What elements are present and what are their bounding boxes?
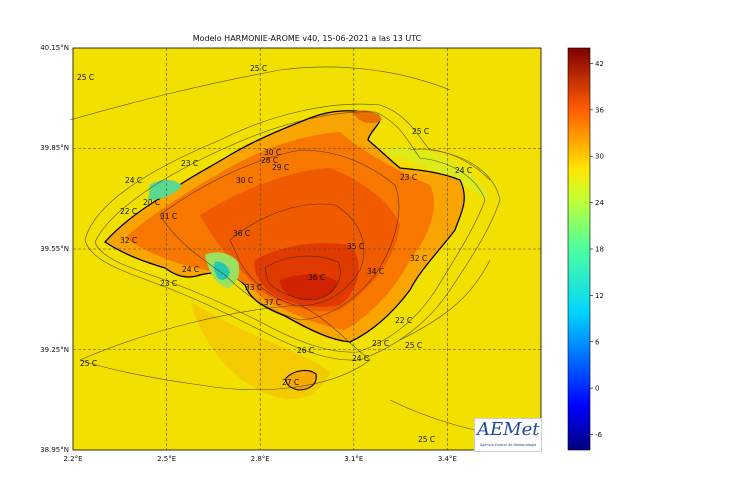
contour-label: 36 C	[233, 229, 250, 238]
colorbar-gradient	[567, 47, 591, 451]
colorbar-tick-label: 42	[595, 60, 604, 68]
lon-tick-label: 2.5°E	[157, 455, 176, 463]
contour-label: 25 C	[77, 73, 94, 82]
logo-subtitle: Agencia Estatal de Meteorología	[479, 443, 537, 447]
lat-tick-label: 39.85°N	[40, 144, 69, 152]
contour-label: 22 C	[395, 316, 412, 325]
contour-label: 36 C	[308, 273, 325, 282]
contour-label: 34 C	[367, 267, 384, 276]
lon-tick-label: 3.4°E	[438, 455, 457, 463]
contour-label: 30 C	[264, 148, 281, 157]
colorbar-tick-label: -6	[595, 431, 603, 439]
mallorca-island	[104, 110, 465, 343]
graticule	[73, 48, 541, 450]
contour-label: 27 C	[282, 378, 299, 387]
colorbar-tick-label: 24	[595, 199, 604, 207]
contour-label: 37 C	[264, 298, 281, 307]
contour-label: 23 C	[181, 159, 198, 168]
lat-tick-label: 40.15°N	[40, 44, 69, 52]
map-title: Modelo HARMONIE-AROME v40, 15-06-2021 a …	[192, 34, 422, 43]
contour-label: 26 C	[297, 346, 314, 355]
longitude-ticks: 2.2°E 2.5°E 2.8°E 3.1°E 3.4°E	[63, 455, 456, 463]
contour-label: 32 C	[120, 236, 137, 245]
colorbar-tick-label: 18	[595, 246, 604, 254]
colorbar-tick-label: 36	[595, 106, 604, 114]
colorbar-tick-label: 12	[595, 292, 604, 300]
contour-label: 25 C	[412, 127, 429, 136]
colorbar-tick-label: 0	[595, 385, 599, 393]
lat-tick-label: 38.95°N	[40, 446, 69, 454]
colorbar-tick-label: 30	[595, 153, 604, 161]
contour-labels: 25 C 25 C 25 C 25 C 25 C 25 C 24 C 24 C …	[77, 64, 472, 444]
lat-tick-label: 39.25°N	[40, 346, 69, 354]
contour-label: 24 C	[455, 166, 472, 175]
contour-label: 33 C	[245, 283, 262, 292]
contour-label: 30 C	[236, 176, 253, 185]
contour-label: 25 C	[80, 359, 97, 368]
contour-label: 28 C	[261, 156, 278, 165]
colorbar-tick-label: 6	[595, 338, 600, 346]
contour-label: 29 C	[272, 163, 289, 172]
contour-label: 25 C	[405, 341, 422, 350]
contour-label: 23 C	[372, 339, 389, 348]
latitude-ticks: 40.15°N 39.85°N 39.55°N 39.25°N 38.95°N	[40, 44, 69, 454]
lon-tick-label: 3.1°E	[344, 455, 363, 463]
contour-label: 35 C	[347, 242, 364, 251]
contour-label: 24 C	[352, 354, 369, 363]
map-frame	[72, 47, 542, 451]
lon-tick-label: 2.8°E	[251, 455, 270, 463]
contour-label: 23 C	[400, 173, 417, 182]
lat-tick-label: 39.55°N	[40, 245, 69, 253]
contour-label: 24 C	[182, 265, 199, 274]
lon-tick-label: 2.2°E	[63, 455, 82, 463]
contour-label: 22 C	[120, 207, 137, 216]
contour-label: 31 C	[160, 212, 177, 221]
sea-cool-zone	[380, 148, 490, 200]
contour-label: 20 C	[143, 198, 160, 207]
logo-text: AEMet	[477, 419, 540, 440]
aemet-logo: AEMet Agencia Estatal de Meteorología	[474, 418, 542, 452]
contour-label: 23 C	[160, 279, 177, 288]
contour-label: 25 C	[418, 435, 435, 444]
colorbar: 42 36 30 24 18 12 6 0 -6	[567, 47, 604, 451]
contour-label: 25 C	[250, 64, 267, 73]
contour-label: 32 C	[410, 254, 427, 263]
contour-label: 24 C	[125, 176, 142, 185]
contour-lines	[69, 66, 521, 441]
